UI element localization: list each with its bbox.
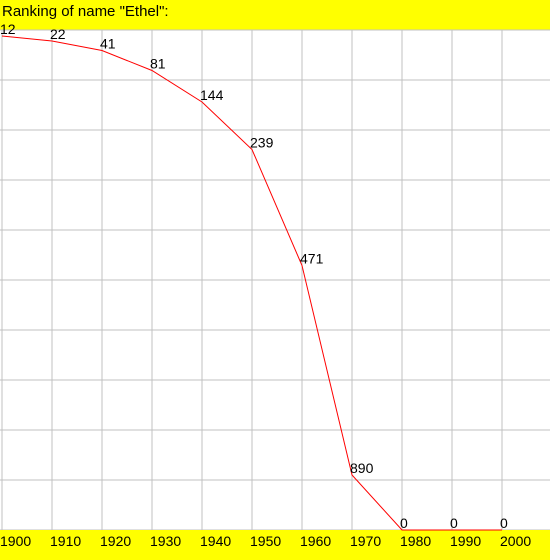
x-tick-label: 1990 [450, 533, 481, 549]
x-tick-label: 1950 [250, 533, 281, 549]
data-label: 0 [500, 515, 508, 531]
x-tick-label: 1930 [150, 533, 181, 549]
x-tick-label: 1910 [50, 533, 81, 549]
data-label: 22 [50, 26, 66, 42]
x-tick-label: 1970 [350, 533, 381, 549]
data-labels: 12 22 41 81 144 239 471 890 0 0 0 [0, 21, 508, 531]
x-tick-label: 1940 [200, 533, 231, 549]
x-tick-label: 1980 [400, 533, 431, 549]
x-tick-label: 1960 [300, 533, 331, 549]
data-label: 890 [350, 460, 374, 476]
data-label: 41 [100, 36, 116, 52]
x-axis-band [0, 530, 550, 560]
data-label: 81 [150, 56, 166, 72]
data-label: 144 [200, 87, 224, 103]
grid-lines [0, 29, 550, 531]
x-tick-label: 2000 [500, 533, 531, 549]
data-label: 0 [400, 515, 408, 531]
x-tick-label: 1900 [0, 533, 31, 549]
data-label: 12 [0, 21, 16, 37]
data-label: 471 [300, 251, 324, 267]
x-tick-label: 1920 [100, 533, 131, 549]
data-label: 239 [250, 135, 274, 151]
chart-title: Ranking of name "Ethel": [2, 3, 169, 20]
x-axis-ticks: 1900 1910 1920 1930 1940 1950 1960 1970 1980 1990… [0, 533, 531, 549]
title-band [0, 0, 550, 30]
data-label: 0 [450, 515, 458, 531]
series-line [1, 35, 502, 531]
